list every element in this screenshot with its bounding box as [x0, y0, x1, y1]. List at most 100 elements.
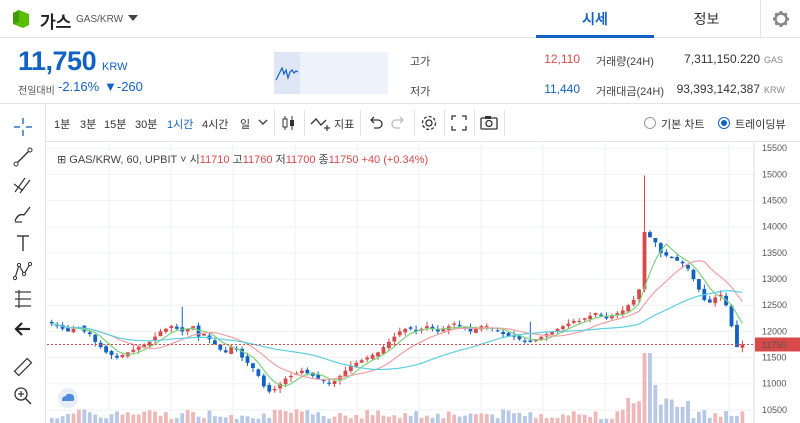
volume-bar [327, 418, 331, 423]
volume-bar [218, 416, 223, 423]
candle-body [648, 232, 652, 238]
volume-bar [609, 418, 614, 423]
candle-body [484, 326, 489, 328]
chart-settings-gear-icon[interactable] [420, 114, 438, 132]
volume-bar [686, 400, 690, 423]
timeframe-4h[interactable]: 4시간 [202, 119, 229, 131]
crosshair-icon[interactable] [12, 116, 34, 138]
volume-bar [125, 412, 130, 423]
candle-body [370, 354, 375, 359]
pattern-tool-icon[interactable] [12, 260, 34, 282]
candle-body [169, 326, 174, 329]
price-axis-tick-label: 15500 [762, 143, 787, 153]
tradingview-label[interactable]: 트레이딩뷰 [735, 119, 786, 131]
volume-bar [490, 414, 495, 423]
volume-bar [66, 414, 70, 423]
candle-body [577, 320, 582, 322]
volume-bar [457, 416, 462, 423]
cloud-logo-icon[interactable] [57, 387, 79, 409]
candle-body [158, 331, 163, 337]
candle-body [582, 318, 587, 320]
candle-body [729, 305, 734, 327]
mini-price-chart [274, 52, 388, 94]
candle-body [381, 347, 386, 354]
price-axis-tick-label: 12500 [762, 300, 787, 310]
price-axis-tick-label: 13000 [762, 274, 787, 284]
volume-bar [180, 413, 185, 423]
arrow-left-icon[interactable] [12, 318, 34, 340]
volume-bar [588, 416, 593, 423]
candle-body [555, 328, 560, 332]
volume-bar [104, 418, 109, 423]
fib-tool-icon[interactable] [12, 174, 34, 196]
legend-symbol-chevron-icon[interactable]: ˅ [180, 154, 190, 166]
candle-body [517, 335, 522, 340]
ma-line-mid [51, 260, 743, 381]
timeframe-day[interactable]: 일 [240, 119, 251, 131]
price-chart[interactable]: 15500 15000 14500 14000 13500 13000 12500 12000… [47, 143, 800, 423]
candle-body [571, 320, 576, 323]
volume-bar [299, 411, 304, 423]
candle-body [441, 328, 446, 332]
candle-body [251, 363, 255, 369]
volume-bar [506, 410, 511, 423]
mini-chart-line [274, 52, 300, 94]
volume-bar [550, 417, 554, 423]
candle-style-icon[interactable] [280, 114, 298, 132]
trend-line-icon[interactable] [12, 146, 34, 168]
volume-bar [98, 417, 103, 423]
legend-open-value: 11710 [199, 154, 230, 166]
volume-bar [136, 414, 141, 423]
candle-body [735, 324, 739, 348]
volume-bar [599, 418, 603, 423]
volume-bar [735, 415, 739, 423]
zoom-in-icon[interactable] [12, 385, 34, 407]
prediction-tool-icon[interactable] [12, 288, 34, 310]
candle-body [658, 243, 663, 253]
volume-bar [539, 414, 544, 423]
candle-body [354, 362, 359, 367]
timeframe-30m[interactable]: 30분 [135, 119, 158, 131]
tradingview-radio[interactable] [718, 117, 730, 129]
volume-bar [474, 414, 478, 423]
volume-bar [637, 401, 641, 423]
brush-icon[interactable] [12, 203, 34, 225]
candle-body [588, 315, 593, 320]
timeframe-1h[interactable]: 1시간 [167, 119, 194, 131]
timeframe-15m[interactable]: 15분 [104, 119, 127, 131]
fullscreen-icon[interactable] [450, 114, 468, 132]
timeframe-chevron-down-icon[interactable] [256, 115, 270, 129]
candle-body [718, 294, 723, 297]
basic-chart-radio[interactable] [644, 117, 656, 129]
candle-body [109, 351, 114, 355]
volume-bar [533, 417, 538, 423]
text-tool-icon[interactable] [12, 232, 34, 254]
timeframe-1m[interactable]: 1분 [54, 119, 71, 131]
tab-info[interactable]: 정보 [693, 11, 720, 27]
legend-symbol[interactable]: GAS/KRW, 60, UPBIT [69, 154, 178, 166]
timeframe-3m[interactable]: 3분 [80, 119, 97, 131]
camera-snapshot-icon[interactable] [480, 114, 498, 132]
volume-bar [240, 415, 244, 423]
indicator-button[interactable]: 지표 [334, 119, 355, 131]
ruler-icon[interactable] [12, 356, 34, 378]
volume-bar [463, 415, 467, 423]
tab-price[interactable]: 시세 [536, 0, 654, 38]
indicator-icon[interactable] [310, 114, 332, 132]
basic-chart-label[interactable]: 기본 차트 [661, 119, 705, 131]
volume-bar [517, 412, 522, 423]
legend-collapse-icon[interactable]: ⊞ [57, 154, 70, 166]
candle-body [120, 354, 125, 358]
undo-icon[interactable] [366, 114, 384, 132]
candle-body [136, 347, 141, 350]
pair-dropdown-chevron-down-icon[interactable] [128, 15, 138, 21]
redo-icon[interactable] [390, 114, 408, 132]
volume-bar [169, 418, 174, 423]
coin-pair: GAS/KRW [76, 14, 124, 25]
candle-body [550, 331, 554, 335]
last-price-tag-label: 11750 [762, 340, 786, 350]
settings-button[interactable] [760, 0, 800, 38]
candlestick-chart[interactable]: 15500 15000 14500 14000 13500 13000 12500 12000… [47, 143, 800, 423]
volume-bar [71, 413, 76, 423]
volume-bar [408, 415, 413, 423]
